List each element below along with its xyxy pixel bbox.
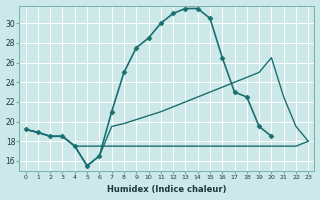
X-axis label: Humidex (Indice chaleur): Humidex (Indice chaleur) [107,185,227,194]
